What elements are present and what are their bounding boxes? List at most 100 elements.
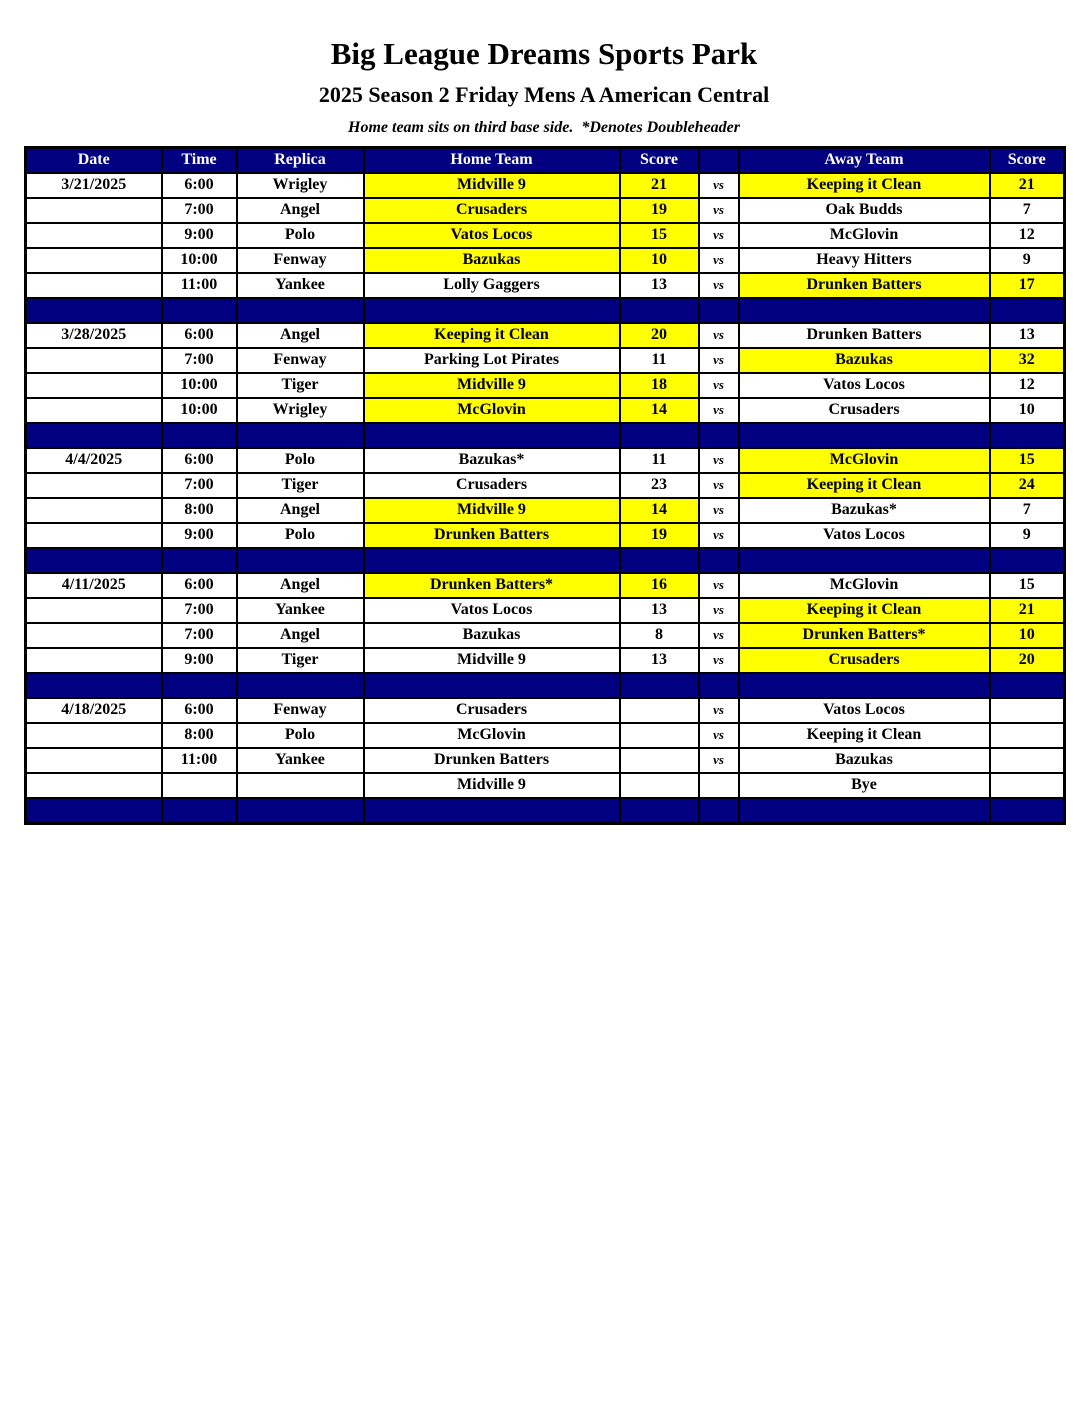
away-team-cell: Bazukas: [737, 346, 991, 374]
separator-cell: [988, 671, 1066, 699]
away-score-cell: 7: [988, 496, 1066, 524]
separator-cell: [160, 546, 238, 574]
home-team-cell: Crusaders: [362, 471, 621, 499]
date-cell: [24, 271, 163, 299]
home-score-cell: 23: [618, 471, 700, 499]
away-score-cell: 9: [988, 246, 1066, 274]
vs-cell: vs: [697, 621, 740, 649]
home-team-cell: Crusaders: [362, 696, 621, 724]
home-score-cell: 21: [618, 171, 700, 199]
date-cell: [24, 646, 163, 674]
home-team-cell: Bazukas*: [362, 446, 621, 474]
home-score-cell: 16: [618, 571, 700, 599]
away-team-cell: Drunken Batters: [737, 321, 991, 349]
game-row: 10:00 Tiger Midville 9 18 vs Vatos Locos 12: [24, 371, 1066, 399]
separator-cell: [160, 796, 238, 825]
separator-row: [24, 421, 1066, 449]
game-row: 7:00 Angel Crusaders 19 vs Oak Budds 7: [24, 196, 1066, 224]
time-cell: 11:00: [160, 746, 238, 774]
away-score-cell: 10: [988, 621, 1066, 649]
separator-cell: [160, 421, 238, 449]
game-row: 4/18/2025 6:00 Fenway Crusaders vs Vatos Loco…: [24, 696, 1066, 724]
separator-cell: [235, 421, 365, 449]
game-row: 3/21/2025 6:00 Wrigley Midville 9 21 vs Keepin…: [24, 171, 1066, 199]
replica-cell: Wrigley: [235, 396, 365, 424]
away-team-cell: Keeping it Clean: [737, 471, 991, 499]
date-cell: [24, 396, 163, 424]
page-title: Big League Dreams Sports Park: [330, 36, 758, 71]
schedule-table: Date Time Replica Home Team Score Away T…: [24, 145, 1066, 825]
vs-cell: vs: [697, 171, 740, 199]
home-score-cell: [618, 696, 700, 724]
separator-cell: [24, 671, 163, 699]
away-team-cell: Bazukas: [737, 746, 991, 774]
replica-cell: Fenway: [235, 346, 365, 374]
replica-cell: Tiger: [235, 471, 365, 499]
home-team-cell: Lolly Gaggers: [362, 271, 621, 299]
home-score-cell: 13: [618, 271, 700, 299]
game-row: 7:00 Yankee Vatos Locos 13 vs Keeping it Clea…: [24, 596, 1066, 624]
vs-cell: vs: [697, 596, 740, 624]
schedule-table-header: Date Time Replica Home Team Score Away T…: [24, 146, 1066, 174]
home-team-cell: Keeping it Clean: [362, 321, 621, 349]
away-team-cell: Keeping it Clean: [737, 721, 991, 749]
date-cell: [24, 221, 163, 249]
away-team-cell: Keeping it Clean: [737, 171, 991, 199]
separator-cell: [24, 421, 163, 449]
vs-cell: vs: [697, 571, 740, 599]
home-team-cell: Drunken Batters: [362, 746, 621, 774]
game-row: 10:00 Wrigley McGlovin 14 vs Crusaders 10: [24, 396, 1066, 424]
separator-cell: [160, 296, 238, 324]
home-team-cell: Vatos Locos: [362, 596, 621, 624]
separator-cell: [697, 296, 740, 324]
replica-cell: Tiger: [235, 371, 365, 399]
date-cell: 4/18/2025: [24, 696, 163, 724]
time-cell: 6:00: [160, 171, 238, 199]
away-team-cell: Oak Budds: [737, 196, 991, 224]
home-score-cell: 13: [618, 596, 700, 624]
date-cell: 4/11/2025: [24, 571, 163, 599]
separator-cell: [737, 796, 991, 825]
time-cell: 10:00: [160, 246, 238, 274]
home-score-cell: [618, 771, 700, 799]
separator-row: [24, 296, 1066, 324]
vs-cell: vs: [697, 696, 740, 724]
col-header-replica: Replica: [235, 146, 365, 174]
home-score-cell: 11: [618, 346, 700, 374]
vs-cell: vs: [697, 496, 740, 524]
date-cell: 4/4/2025: [24, 446, 163, 474]
separator-cell: [618, 296, 700, 324]
home-score-cell: 19: [618, 196, 700, 224]
away-score-cell: 17: [988, 271, 1066, 299]
time-cell: 7:00: [160, 471, 238, 499]
date-cell: [24, 596, 163, 624]
separator-cell: [362, 296, 621, 324]
home-score-cell: [618, 721, 700, 749]
vs-cell: vs: [697, 471, 740, 499]
away-team-cell: Drunken Batters: [737, 271, 991, 299]
home-team-cell: Vatos Locos: [362, 221, 621, 249]
home-score-cell: 14: [618, 396, 700, 424]
vs-cell: vs: [697, 346, 740, 374]
home-team-cell: Parking Lot Pirates: [362, 346, 621, 374]
separator-cell: [988, 421, 1066, 449]
away-score-cell: 13: [988, 321, 1066, 349]
home-team-cell: Midville 9: [362, 371, 621, 399]
home-score-cell: 14: [618, 496, 700, 524]
home-team-cell: McGlovin: [362, 721, 621, 749]
away-team-cell: Heavy Hitters: [737, 246, 991, 274]
col-header-home-team: Home Team: [362, 146, 621, 174]
game-row: 7:00 Tiger Crusaders 23 vs Keeping it Clean 24: [24, 471, 1066, 499]
time-cell: 7:00: [160, 621, 238, 649]
home-team-cell: Midville 9: [362, 171, 621, 199]
away-score-cell: 21: [988, 596, 1066, 624]
vs-cell: vs: [697, 246, 740, 274]
replica-cell: Yankee: [235, 746, 365, 774]
separator-cell: [24, 546, 163, 574]
away-team-cell: McGlovin: [737, 571, 991, 599]
away-team-cell: Keeping it Clean: [737, 596, 991, 624]
away-team-cell: Vatos Locos: [737, 371, 991, 399]
date-cell: [24, 196, 163, 224]
game-row: 3/28/2025 6:00 Angel Keeping it Clean 20 vs Dr…: [24, 321, 1066, 349]
